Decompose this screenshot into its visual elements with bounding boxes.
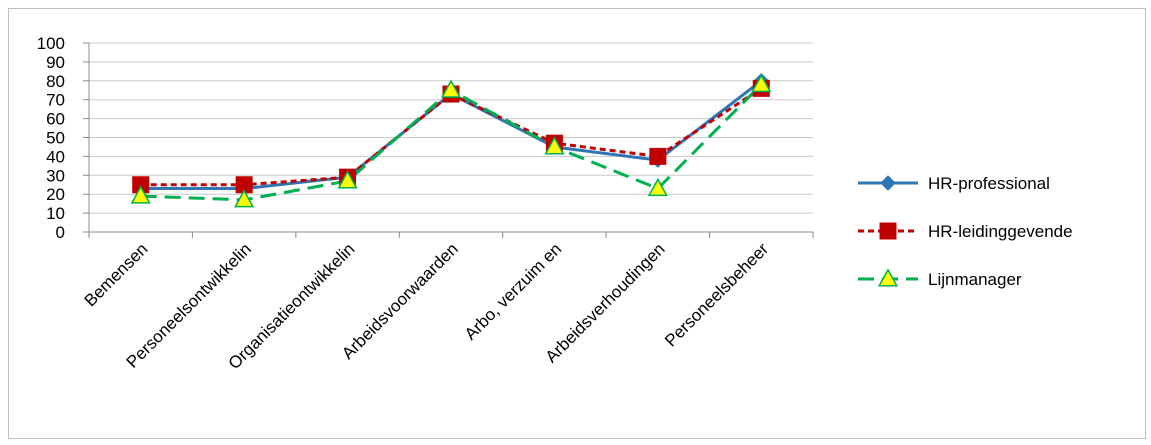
x-category-label: Personeelsbeheer [661, 239, 772, 350]
gridlines [89, 42, 813, 233]
data-point-triangle [647, 177, 668, 197]
y-tick-label: 60 [46, 110, 65, 129]
data-point-triangle [877, 268, 899, 287]
legend-label: HR-leidinggevende [928, 222, 1073, 241]
x-category-label: Bemensen [81, 239, 152, 310]
y-tick-label: 100 [37, 34, 65, 53]
y-tick-label: 80 [46, 72, 65, 91]
data-point-triangle [440, 79, 462, 98]
data-point-triangle [751, 73, 772, 93]
data-point-triangle [234, 189, 255, 208]
y-tick-label: 30 [46, 166, 65, 185]
data-point-triangle [130, 185, 151, 204]
x-category-label: Arbeidsvoorwaarden [338, 239, 462, 363]
y-tick-label: 40 [46, 147, 65, 166]
legend-label: Lijnmanager [928, 270, 1022, 289]
data-point-diamond [880, 175, 896, 191]
data-point-square [649, 147, 667, 165]
y-tick-label: 50 [46, 129, 65, 148]
data-point-triangle [544, 136, 565, 155]
y-tick-label: 10 [46, 204, 65, 223]
series-markers-2 [130, 73, 772, 208]
y-tick-label: 70 [46, 91, 65, 110]
chart-frame [8, 8, 1146, 439]
data-point-triangle [337, 170, 358, 189]
x-category-label: Arbeidsverhoudingen [542, 239, 669, 366]
y-tick-label: 0 [56, 223, 65, 242]
y-tick-label: 90 [46, 53, 65, 72]
series-line [140, 87, 763, 187]
y-tick-label: 20 [46, 185, 65, 204]
series-1 [140, 87, 763, 187]
x-category-label: Arbo, verzuim en [461, 239, 565, 343]
legend-label: HR-professional [928, 174, 1050, 193]
data-point-square [879, 222, 897, 240]
